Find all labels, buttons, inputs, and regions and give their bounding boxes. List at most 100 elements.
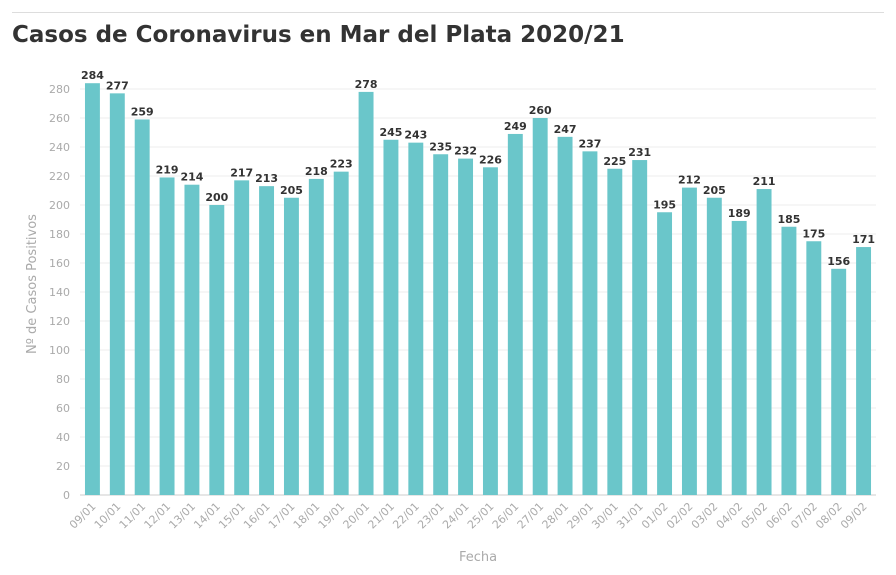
data-label: 237	[578, 137, 601, 150]
data-label: 217	[230, 166, 253, 179]
bar	[756, 189, 772, 496]
data-label: 218	[305, 165, 328, 178]
x-tick-label: 29/01	[564, 500, 596, 532]
data-label: 225	[603, 155, 626, 168]
x-axis-title: Fecha	[459, 550, 497, 565]
bar	[184, 184, 200, 495]
bar	[582, 151, 598, 495]
y-tick-label: 280	[49, 83, 70, 96]
x-tick-label: 30/01	[589, 500, 621, 532]
y-tick-label: 240	[49, 141, 70, 154]
x-tick-label: 18/01	[291, 500, 323, 532]
bar	[209, 205, 225, 495]
x-tick-label: 27/01	[515, 500, 547, 532]
x-tick-label: 24/01	[440, 500, 472, 532]
y-tick-label: 260	[49, 112, 70, 125]
x-tick-label: 15/01	[216, 500, 248, 532]
data-label: 278	[355, 78, 378, 91]
bar	[781, 226, 797, 495]
bar	[806, 241, 822, 495]
y-tick-label: 120	[49, 315, 70, 328]
y-tick-label: 60	[56, 402, 70, 415]
x-tick-label: 17/01	[266, 500, 298, 532]
x-tick-label: 31/01	[614, 500, 646, 532]
bar	[632, 160, 648, 496]
bar	[383, 139, 399, 495]
data-label: 211	[753, 175, 776, 188]
data-label: 231	[628, 146, 651, 159]
x-tick-label: 25/01	[465, 500, 497, 532]
bar	[109, 93, 125, 495]
bar	[333, 171, 349, 495]
data-label: 223	[330, 158, 353, 171]
bar	[358, 91, 374, 496]
bars	[84, 83, 872, 496]
data-label: 175	[802, 227, 825, 240]
data-label: 259	[131, 105, 154, 118]
bar	[681, 187, 697, 495]
bar	[557, 136, 573, 495]
bar	[458, 158, 474, 495]
data-label: 243	[404, 129, 427, 142]
y-tick-label: 20	[56, 460, 70, 473]
data-label: 260	[529, 104, 552, 117]
bar	[482, 167, 498, 496]
x-tick-label: 05/02	[739, 500, 771, 532]
top-divider	[12, 12, 884, 13]
y-tick-label: 40	[56, 431, 70, 444]
x-tick-label: 10/01	[92, 500, 124, 532]
data-label: 277	[106, 79, 129, 92]
y-tick-label: 0	[63, 489, 70, 502]
data-label: 171	[852, 233, 875, 246]
x-tick-label: 23/01	[415, 500, 447, 532]
data-label: 189	[728, 207, 751, 220]
x-tick-label: 28/01	[540, 500, 572, 532]
x-axis: 09/0110/0111/0112/0113/0114/0115/0116/01…	[67, 500, 870, 532]
x-tick-label: 22/01	[390, 500, 422, 532]
data-label: 185	[777, 213, 800, 226]
y-tick-label: 200	[49, 199, 70, 212]
x-tick-label: 09/02	[838, 500, 870, 532]
y-axis: 0 20 40 60 80 100 120 140 160 180 200 220 240 260 280	[49, 83, 70, 502]
bar	[607, 168, 623, 495]
x-tick-label: 12/01	[142, 500, 174, 532]
bar	[731, 220, 747, 495]
bar	[234, 180, 250, 495]
x-tick-label: 01/02	[639, 500, 671, 532]
bar	[657, 212, 673, 495]
data-label: 235	[429, 140, 452, 153]
x-tick-label: 19/01	[316, 500, 348, 532]
data-label: 249	[504, 120, 527, 133]
bar	[134, 119, 150, 495]
x-tick-label: 08/02	[813, 500, 845, 532]
data-label: 156	[827, 255, 850, 268]
bar	[159, 177, 175, 495]
data-label: 213	[255, 172, 278, 185]
y-tick-label: 180	[49, 228, 70, 241]
bar	[532, 118, 548, 495]
y-tick-label: 140	[49, 286, 70, 299]
x-tick-label: 04/02	[714, 500, 746, 532]
bar	[433, 154, 449, 495]
data-label: 212	[678, 174, 701, 187]
x-tick-label: 14/01	[191, 500, 223, 532]
bar	[259, 186, 275, 495]
bar	[308, 178, 324, 495]
data-label: 219	[156, 163, 179, 176]
y-tick-label: 80	[56, 373, 70, 386]
data-label: 195	[653, 198, 676, 211]
x-tick-label: 02/02	[664, 500, 696, 532]
y-tick-label: 160	[49, 257, 70, 270]
x-tick-label: 20/01	[341, 500, 373, 532]
data-label: 200	[205, 191, 228, 204]
x-tick-label: 06/02	[763, 500, 795, 532]
y-tick-label: 100	[49, 344, 70, 357]
bar	[831, 268, 847, 495]
x-tick-label: 13/01	[166, 500, 198, 532]
bar	[408, 142, 424, 495]
x-tick-label: 11/01	[117, 500, 149, 532]
chart-title: Casos de Coronavirus en Mar del Plata 20…	[12, 22, 625, 48]
x-tick-label: 21/01	[365, 500, 397, 532]
